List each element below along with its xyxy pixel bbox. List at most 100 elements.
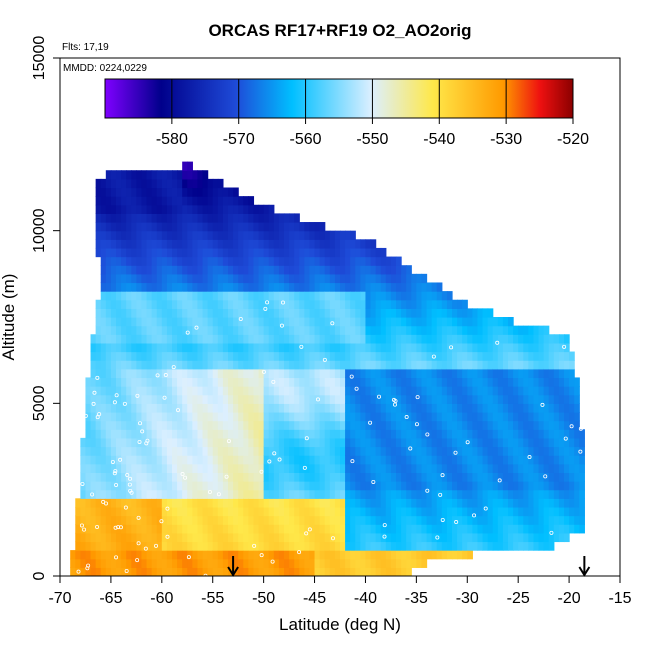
- heatmap-cell: [207, 455, 214, 465]
- heatmap-cell: [406, 541, 412, 551]
- heatmap-cell: [350, 230, 356, 240]
- heatmap-cell: [441, 411, 448, 422]
- heatmap-cell: [151, 360, 158, 370]
- heatmap-cell: [436, 515, 443, 525]
- heatmap-cell: [431, 368, 438, 379]
- heatmap-cell: [110, 204, 117, 214]
- heatmap-cell: [278, 489, 285, 499]
- heatmap-cell: [385, 342, 392, 353]
- heatmap-cell: [304, 481, 311, 491]
- heatmap-cell: [426, 291, 433, 301]
- observation-dot: [101, 499, 106, 504]
- heatmap-cell: [533, 394, 540, 404]
- observation-dot: [265, 300, 270, 305]
- heatmap-cell: [462, 420, 468, 430]
- heatmap-cell: [172, 230, 178, 240]
- heatmap-cell: [136, 377, 143, 387]
- heatmap-cell: [304, 420, 311, 430]
- heatmap-cell: [289, 299, 295, 309]
- heatmap-cell: [294, 377, 300, 387]
- heatmap-cell: [248, 377, 255, 387]
- heatmap-cell: [334, 239, 341, 249]
- heatmap-cell: [116, 342, 122, 353]
- heatmap-cell: [268, 247, 275, 258]
- observation-dot: [271, 379, 276, 384]
- heatmap-cell: [319, 463, 326, 473]
- heatmap-cell: [441, 317, 448, 327]
- heatmap-cell: [350, 489, 356, 499]
- heatmap-cell: [502, 411, 509, 422]
- heatmap-cell: [95, 351, 102, 361]
- heatmap-cell: [467, 481, 473, 491]
- heatmap-cell: [523, 368, 529, 379]
- heatmap-cell: [177, 308, 183, 318]
- heatmap-cell: [401, 291, 407, 301]
- observation-dot: [261, 369, 266, 374]
- heatmap-cell: [278, 524, 285, 534]
- heatmap-cell: [202, 299, 209, 309]
- heatmap-cell: [258, 394, 265, 404]
- heatmap-cell: [116, 170, 122, 180]
- heatmap-cell: [131, 455, 137, 465]
- observation-dot: [259, 469, 264, 474]
- heatmap-cell: [95, 325, 102, 335]
- heatmap-cell: [105, 230, 112, 240]
- heatmap-cell: [105, 360, 112, 370]
- heatmap-cell: [482, 325, 489, 335]
- heatmap-cell: [187, 161, 193, 171]
- heatmap-cell: [569, 403, 575, 413]
- heatmap-cell: [217, 420, 224, 430]
- heatmap-cell: [309, 351, 316, 361]
- heatmap-cell: [462, 351, 468, 361]
- heatmap-cell: [355, 282, 361, 292]
- heatmap-cell: [396, 299, 402, 309]
- heatmap-cell: [314, 256, 321, 266]
- heatmap-cell: [177, 247, 183, 258]
- heatmap-cell: [319, 498, 326, 508]
- heatmap-cell: [110, 394, 117, 404]
- heatmap-cell: [202, 265, 209, 275]
- heatmap-cell: [136, 317, 143, 327]
- heatmap-cell: [375, 472, 382, 482]
- heatmap-cell: [95, 463, 102, 473]
- heatmap-cell: [345, 273, 351, 284]
- heatmap-cell: [487, 411, 494, 422]
- heatmap-cell: [452, 308, 458, 318]
- heatmap-cell: [319, 446, 326, 456]
- heatmap-cell: [472, 455, 479, 465]
- heatmap-cell: [538, 437, 545, 448]
- heatmap-cell: [564, 334, 570, 344]
- heatmap-cell: [329, 558, 336, 568]
- heatmap-cell: [105, 204, 112, 214]
- heatmap-cell: [355, 420, 361, 430]
- heatmap-cell: [222, 532, 229, 543]
- heatmap-cell: [166, 247, 173, 258]
- heatmap-cell: [182, 437, 188, 448]
- heatmap-cell: [548, 472, 555, 482]
- heatmap-cell: [121, 550, 127, 560]
- heatmap-cell: [263, 446, 270, 456]
- heatmap-cell: [243, 541, 249, 551]
- heatmap-cell: [543, 386, 550, 396]
- heatmap-cell: [121, 256, 127, 266]
- heatmap-cell: [268, 489, 275, 499]
- heatmap-cell: [467, 550, 473, 560]
- heatmap-cell: [273, 213, 280, 223]
- heatmap-cell: [355, 308, 361, 318]
- heatmap-cell: [233, 524, 239, 534]
- heatmap-cell: [212, 368, 219, 379]
- observation-dot: [377, 394, 382, 399]
- heatmap-cell: [538, 368, 545, 379]
- heatmap-cell: [375, 351, 382, 361]
- heatmap-cell: [243, 334, 249, 344]
- heatmap-cell: [217, 204, 224, 214]
- heatmap-cell: [182, 420, 188, 430]
- heatmap-cell: [222, 446, 229, 456]
- heatmap-cell: [457, 377, 463, 387]
- heatmap-cell: [233, 386, 239, 396]
- heatmap-cell: [202, 541, 209, 551]
- heatmap-cell: [375, 282, 382, 292]
- heatmap-cell: [324, 550, 331, 560]
- heatmap-cell: [492, 498, 499, 508]
- heatmap-cell: [202, 489, 209, 499]
